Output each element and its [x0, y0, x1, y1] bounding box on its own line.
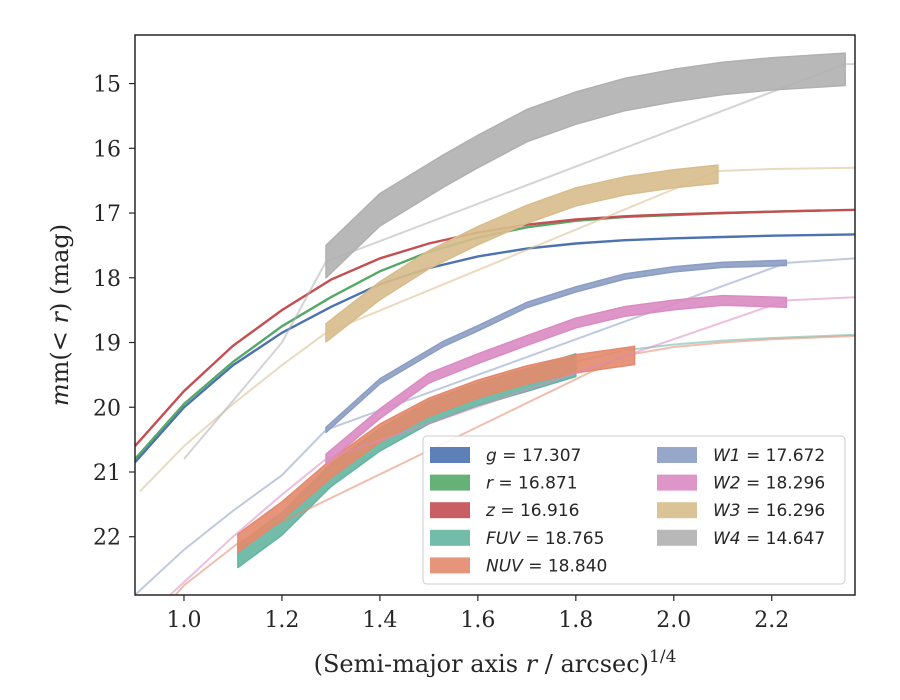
legend-label-nuv: NUV = 18.840: [486, 556, 607, 576]
legend-label-g: g = 17.307: [486, 446, 581, 466]
legend-swatch-w1: [657, 447, 697, 463]
legend-swatch-w2: [657, 474, 697, 491]
legend-label-w3: W3 = 16.296: [713, 501, 825, 521]
legend-label-w1: W1 = 17.672: [713, 446, 825, 466]
legend-swatch-fuv: [430, 529, 470, 546]
y-tick-label: 21: [93, 461, 121, 486]
series-layer: [135, 52, 855, 595]
legend-swatch-z: [430, 502, 470, 519]
legend-frame: [422, 435, 846, 585]
series-g-line: [135, 233, 855, 464]
x-tick-label: 2.2: [754, 608, 789, 633]
plot-frame: [134, 34, 856, 596]
series-w4-band: [325, 52, 846, 279]
y-tick-label: 20: [93, 396, 121, 421]
x-tick-label: 1.6: [460, 608, 495, 633]
series-r-line: [135, 209, 821, 460]
ticks-layer: 1.0 1.2 1.4 1.6 1.8 2.0 2.2 15 16 17 18 19 20 21 22: [93, 73, 789, 633]
y-tick-label: 15: [93, 73, 121, 98]
y-tick-label: 22: [93, 526, 121, 551]
y-tick-label: 18: [93, 267, 121, 292]
series-w2-band: [325, 294, 788, 465]
x-tick-label: 1.0: [166, 608, 201, 633]
y-tick-label: 16: [93, 137, 121, 162]
series-w3-band: [325, 164, 719, 343]
y-tick-label: 19: [93, 332, 121, 357]
x-tick-label: 1.2: [264, 608, 299, 633]
series-w4-extrapolation: [183, 63, 855, 460]
legend-swatch-r: [430, 474, 470, 491]
y-tick-label: 17: [93, 202, 121, 227]
legend-label-w2: W2 = 18.296: [713, 474, 825, 494]
legend: g = 17.307 r = 16.871 z = 16.916 FUV = 18.7…: [422, 435, 846, 585]
legend-swatch-w3: [657, 502, 697, 519]
x-tick-label: 1.8: [558, 608, 593, 633]
x-axis-label: (Semi-major axis r / arcsec)1/4: [314, 647, 677, 678]
x-tick-label: 2.0: [656, 608, 691, 633]
legend-label-fuv: FUV = 18.765: [486, 529, 604, 549]
series-w1-band: [325, 259, 788, 434]
series-w3-extrapolation: [139, 166, 855, 493]
series-z-line: [135, 208, 855, 447]
legend-swatch-nuv: [430, 557, 470, 574]
legend-label-z: z = 16.916: [485, 501, 579, 521]
legend-label-r: r = 16.871: [486, 474, 578, 494]
legend-swatch-w4: [657, 529, 697, 546]
x-tick-label: 1.4: [362, 608, 397, 633]
legend-label-w4: W4 = 14.647: [713, 529, 825, 549]
y-axis-label: mm(< r) (mag): [46, 224, 74, 406]
series-nuv-extrapolation: [174, 335, 855, 595]
legend-swatch-g: [430, 447, 470, 463]
